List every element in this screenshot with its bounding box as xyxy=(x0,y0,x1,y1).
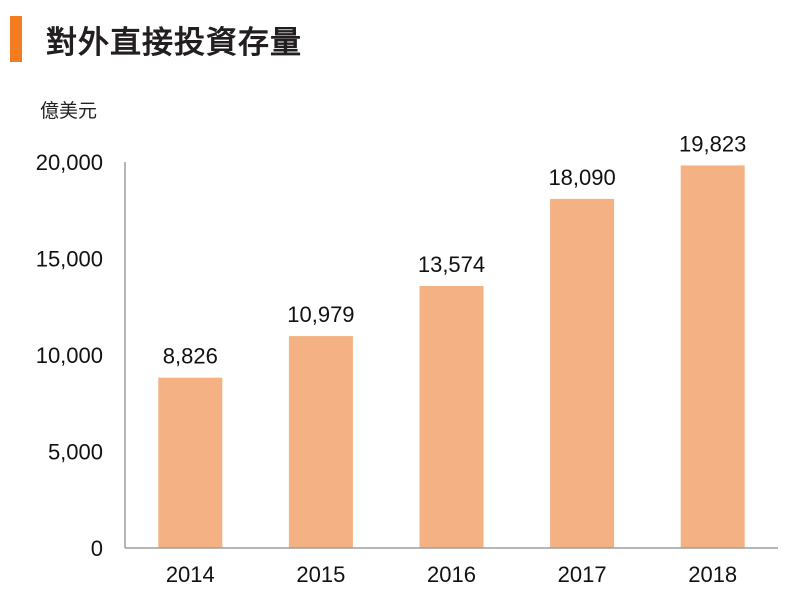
chart-title: 對外直接投資存量 xyxy=(46,24,302,61)
x-tick-label: 2015 xyxy=(296,562,345,587)
y-tick-label: 20,000 xyxy=(36,150,103,175)
data-label-2016: 13,574 xyxy=(418,252,485,277)
chart-title-block: 對外直接投資存量 xyxy=(10,16,302,62)
data-label-2018: 19,823 xyxy=(679,131,746,156)
x-tick-label: 2017 xyxy=(558,562,607,587)
y-axis-unit-label: 億美元 xyxy=(40,100,98,122)
bar-2018 xyxy=(680,165,745,548)
title-accent-bar xyxy=(10,16,22,62)
data-label-2017: 18,090 xyxy=(548,165,615,190)
bar-2016 xyxy=(419,286,484,548)
x-tick-label: 2018 xyxy=(688,562,737,587)
bar-2015 xyxy=(288,336,353,548)
x-tick-label: 2016 xyxy=(427,562,476,587)
y-tick-label: 0 xyxy=(91,536,103,561)
data-label-2014: 8,826 xyxy=(163,344,218,369)
bar-2017 xyxy=(550,198,615,548)
y-tick-label: 15,000 xyxy=(36,247,103,272)
y-tick-label: 5,000 xyxy=(48,440,103,465)
data-label-2015: 10,979 xyxy=(287,302,354,327)
x-tick-label: 2014 xyxy=(166,562,215,587)
y-tick-label: 10,000 xyxy=(36,343,103,368)
bar-2014 xyxy=(158,377,223,548)
